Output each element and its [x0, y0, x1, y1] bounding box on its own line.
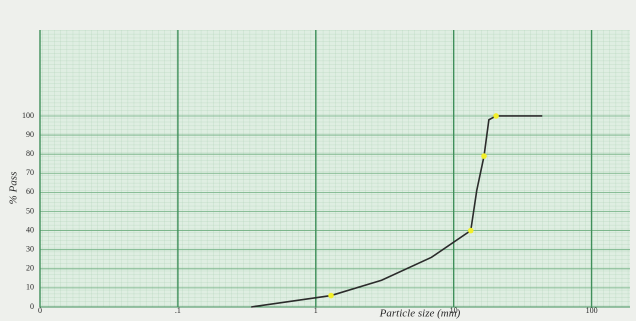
- y-tick-label: 0: [30, 302, 34, 311]
- y-tick-label: 20: [26, 264, 34, 273]
- data-point: [328, 293, 334, 299]
- fine-grid: [40, 30, 630, 307]
- y-tick-label: 90: [26, 130, 34, 139]
- y-tick-label: 30: [26, 245, 34, 254]
- page: {"chart_data": {"type": "line", "x_label…: [0, 0, 636, 321]
- y-tick-label: 100: [22, 111, 34, 120]
- data-point: [493, 113, 499, 119]
- y-tick-label: 40: [26, 225, 34, 234]
- y-tick-label: 80: [26, 149, 34, 158]
- y-tick-label: 50: [26, 206, 34, 215]
- y-axis-label: % Pass: [8, 172, 20, 205]
- data-point: [468, 228, 474, 234]
- y-tick-label: 70: [26, 168, 34, 177]
- y-tick-label: 10: [26, 283, 34, 292]
- data-point: [481, 153, 487, 159]
- y-tick-label: 60: [26, 187, 34, 196]
- x-axis-label: Particle size (mm): [379, 308, 461, 320]
- chart: Particle size (mm) % Pass 0 10 20 30 40 50 60 7…: [0, 0, 636, 321]
